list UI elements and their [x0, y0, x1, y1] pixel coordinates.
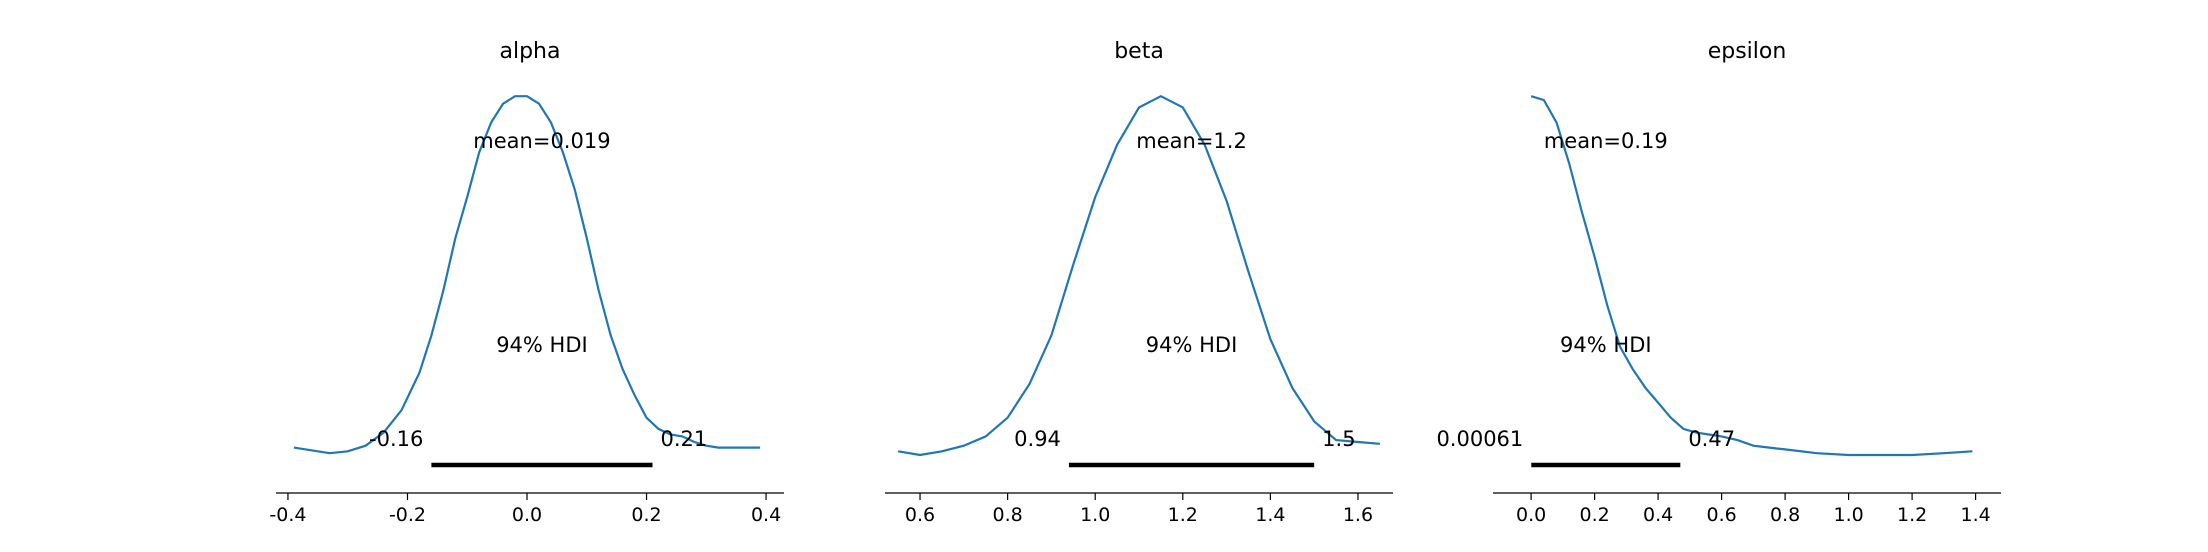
x-tick-label: 0.0 — [512, 504, 542, 526]
x-tick-label: 0.6 — [1706, 504, 1736, 526]
hdi-low-label: -0.16 — [369, 427, 423, 451]
mean-label: mean=0.019 — [473, 129, 610, 153]
x-tick-label: 0.2 — [631, 504, 661, 526]
chart-title: epsilon — [1708, 39, 1787, 64]
x-tick-label: 1.2 — [1168, 504, 1198, 526]
chart-title: alpha — [500, 39, 561, 64]
hdi-high-label: 1.5 — [1322, 427, 1355, 451]
x-tick-label: 1.4 — [1255, 504, 1285, 526]
density-line — [1530, 95, 1973, 457]
hdi-low-label: 0.00061 — [1436, 427, 1523, 451]
mean-label: mean=0.19 — [1544, 129, 1668, 153]
x-tick-label: 1.0 — [1833, 504, 1863, 526]
hdi-label: 94% HDI — [1146, 333, 1238, 357]
x-tick-label: 1.4 — [1960, 504, 1990, 526]
x-tick-label: 0.8 — [1770, 504, 1800, 526]
hdi-label: 94% HDI — [1560, 333, 1652, 357]
x-tick-label: 1.2 — [1897, 504, 1927, 526]
x-tick-label: 0.2 — [1579, 504, 1609, 526]
x-tick-label: 0.0 — [1516, 504, 1546, 526]
x-tick-label: -0.4 — [269, 504, 306, 526]
hdi-low-label: 0.94 — [1014, 427, 1061, 451]
panel-epsilon: epsilon 0.0 0.2 0.4 0.6 0.8 1.0 1.2 1.4 0.00061 0.… — [1436, 39, 2001, 526]
x-tick-label: 0.6 — [905, 504, 935, 526]
hdi-high-label: 0.47 — [1688, 427, 1735, 451]
x-tick-label: 1.6 — [1343, 504, 1373, 526]
hdi-label: 94% HDI — [496, 333, 588, 357]
x-tick-label: 0.8 — [993, 504, 1023, 526]
panel-alpha: alpha -0.4 -0.2 0.0 0.2 0.4 -0.16 0.21 mean=0.01… — [269, 39, 784, 526]
x-tick-label: 0.4 — [1643, 504, 1673, 526]
chart-title: beta — [1114, 39, 1164, 64]
panel-beta: beta 0.6 0.8 1.0 1.2 1.4 1.6 0.94 1.5 mean=1.2 94%… — [885, 39, 1393, 526]
x-tick-label: 0.4 — [751, 504, 781, 526]
mean-label: mean=1.2 — [1136, 129, 1247, 153]
x-tick-label: 1.0 — [1080, 504, 1110, 526]
density-line — [293, 95, 761, 455]
hdi-high-label: 0.21 — [661, 427, 708, 451]
density-line — [897, 94, 1380, 457]
x-tick-label: -0.2 — [389, 504, 426, 526]
